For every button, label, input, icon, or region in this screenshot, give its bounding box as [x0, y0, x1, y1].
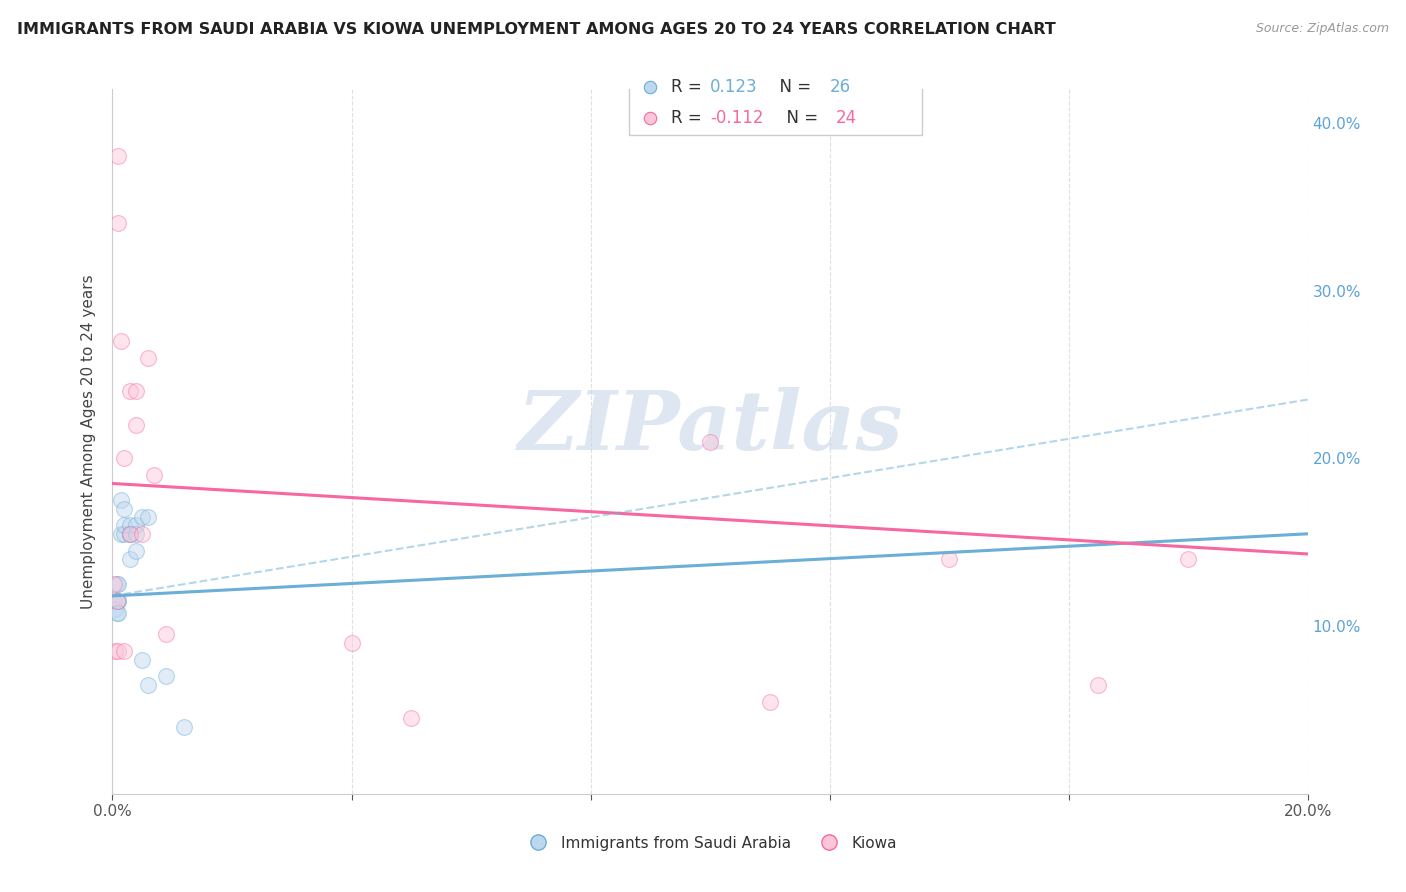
Point: [107, 606, 129, 620]
Point: [125, 526, 148, 541]
Point: [114, 451, 135, 466]
Point: [1177, 552, 1199, 566]
Point: [114, 501, 135, 516]
Point: [114, 518, 135, 533]
Point: [110, 526, 132, 541]
Point: [107, 594, 129, 608]
Point: [107, 594, 129, 608]
Point: [104, 602, 127, 616]
Text: N =: N =: [769, 78, 815, 95]
Point: [143, 468, 166, 483]
Point: [107, 149, 129, 163]
Point: [103, 594, 125, 608]
Point: [105, 594, 128, 608]
Point: [103, 577, 125, 591]
Point: [110, 493, 132, 508]
Point: [759, 695, 782, 709]
Point: [107, 216, 129, 230]
Text: N =: N =: [776, 109, 823, 128]
Point: [104, 644, 127, 658]
Point: [120, 518, 142, 533]
Text: -0.112: -0.112: [710, 109, 763, 128]
Text: 26: 26: [830, 78, 851, 95]
Point: [120, 526, 142, 541]
Point: [120, 384, 142, 399]
Point: [131, 526, 153, 541]
Point: [105, 606, 128, 620]
Point: [125, 384, 148, 399]
Point: [173, 720, 195, 734]
Text: Source: ZipAtlas.com: Source: ZipAtlas.com: [1256, 22, 1389, 36]
Point: [125, 543, 148, 558]
Legend: Immigrants from Saudi Arabia, Kiowa: Immigrants from Saudi Arabia, Kiowa: [516, 830, 904, 856]
Text: 24: 24: [835, 109, 856, 128]
Point: [107, 577, 129, 591]
Point: [1087, 678, 1109, 692]
Point: [107, 644, 129, 658]
Point: [155, 627, 177, 641]
Text: 0.123: 0.123: [710, 78, 758, 95]
Point: [938, 552, 960, 566]
Point: [138, 678, 160, 692]
Point: [131, 653, 153, 667]
Point: [114, 644, 135, 658]
Point: [699, 434, 721, 449]
Point: [155, 669, 177, 683]
Point: [105, 577, 128, 591]
Point: [131, 510, 153, 524]
Text: ZIPatlas: ZIPatlas: [517, 387, 903, 467]
Text: R =: R =: [671, 78, 707, 95]
Point: [110, 334, 132, 348]
Point: [114, 526, 135, 541]
Point: [138, 351, 160, 365]
Point: [340, 636, 363, 650]
Point: [120, 526, 142, 541]
Point: [125, 417, 148, 432]
FancyBboxPatch shape: [628, 68, 921, 135]
Point: [125, 518, 148, 533]
Point: [401, 711, 423, 725]
Text: IMMIGRANTS FROM SAUDI ARABIA VS KIOWA UNEMPLOYMENT AMONG AGES 20 TO 24 YEARS COR: IMMIGRANTS FROM SAUDI ARABIA VS KIOWA UN…: [17, 22, 1056, 37]
Y-axis label: Unemployment Among Ages 20 to 24 years: Unemployment Among Ages 20 to 24 years: [80, 274, 96, 609]
Text: R =: R =: [671, 109, 707, 128]
Point: [120, 526, 142, 541]
Point: [138, 510, 160, 524]
Point: [120, 552, 142, 566]
